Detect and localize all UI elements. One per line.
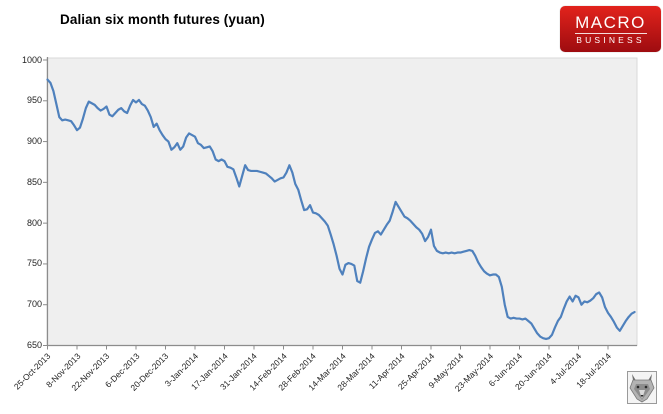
y-axis-tick-label: 950 [26, 95, 42, 106]
price-line [46, 78, 636, 341]
wolf-mascot-icon [627, 371, 657, 404]
y-axis-tick-label: 850 [26, 176, 42, 187]
logo-line1: MACRO [575, 12, 646, 32]
macrobusiness-logo: MACRO BUSINESS [560, 6, 661, 52]
chart-title: Dalian six month futures (yuan) [60, 12, 265, 27]
y-axis-tick-label: 650 [26, 340, 42, 350]
logo-divider [574, 32, 647, 34]
y-axis-tick-label: 1000 [21, 54, 42, 65]
y-axis-tick-label: 900 [26, 136, 42, 147]
y-axis-tick-label: 750 [26, 258, 42, 269]
logo-line2: BUSINESS [576, 34, 645, 45]
y-axis-tick-label: 700 [26, 299, 42, 310]
y-axis-tick-label: 800 [26, 217, 42, 228]
